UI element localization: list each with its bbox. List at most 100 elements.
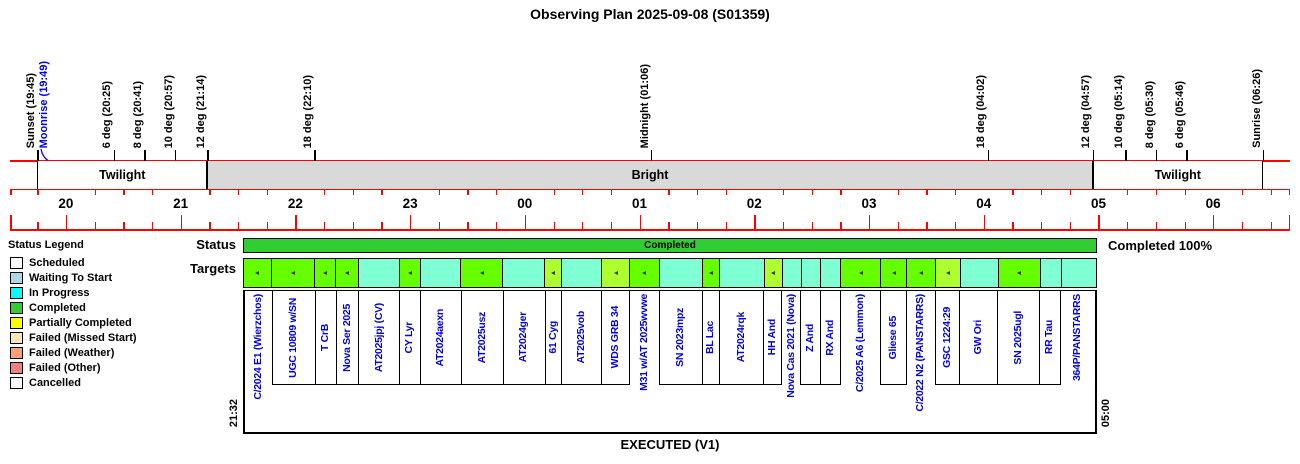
- targets-status-row: [243, 258, 1097, 288]
- target-marker-icon: [642, 271, 647, 275]
- quarter-tick: [381, 190, 383, 195]
- sky-marker-label: 10 deg (20:57): [162, 74, 175, 148]
- target-marker-icon: [613, 271, 618, 275]
- target-name: UGC 10809 w/SN: [286, 297, 299, 378]
- target-status-cell: [503, 259, 546, 287]
- target-names-box: C/2024 E1 (Wierzchos) UGC 10809 w/SN T CrB…: [243, 290, 1097, 434]
- target-name-column: HH And: [764, 291, 783, 385]
- target-name-column: RR Tau: [1040, 291, 1061, 385]
- legend-label: Waiting To Start: [29, 271, 113, 284]
- target-name: AT2024rqk: [734, 312, 747, 363]
- target-status-cell: [271, 259, 315, 287]
- sky-marker-label: 10 deg (05:14): [1112, 74, 1125, 148]
- target-name: C/2025 A6 (Lemmon): [853, 294, 866, 393]
- quarter-tick: [955, 222, 957, 229]
- sky-marker-label: 18 deg (04:02): [975, 74, 988, 148]
- legend-label: In Progress: [29, 286, 90, 299]
- target-name-column: 61 Cyg: [545, 291, 563, 385]
- legend-label: Failed (Missed Start): [29, 331, 137, 344]
- sky-marker: 10 deg (20:57): [161, 27, 177, 148]
- sky-marker-label: Moonrise (19:49): [37, 60, 50, 148]
- quarter-tick: [955, 190, 957, 195]
- target-status-cell: [335, 259, 359, 287]
- sky-marker: 18 deg (04:02): [974, 27, 990, 148]
- target-name: T CrB: [318, 323, 331, 352]
- moonrise-leader: [40, 148, 49, 162]
- band-label: Bright: [631, 167, 669, 182]
- target-status-cell: [602, 259, 630, 287]
- target-status-cell: [881, 259, 908, 287]
- legend-swatch: [10, 376, 23, 389]
- quarter-tick: [1184, 222, 1186, 229]
- sky-marker-tick: [37, 150, 39, 161]
- quarter-tick: [324, 222, 326, 229]
- target-status-cell: [461, 259, 504, 287]
- hour-label: 23: [402, 196, 418, 211]
- target-name: WDS GRB 34: [608, 306, 621, 369]
- target-marker-icon: [255, 271, 260, 275]
- legend-label: Completed: [29, 301, 86, 314]
- quarter-tick: [209, 222, 211, 229]
- quarter-tick: [1270, 190, 1272, 195]
- target-status-cell: [702, 259, 720, 287]
- quarter-tick: [811, 190, 813, 195]
- sky-marker: 6 deg (20:25): [100, 27, 116, 148]
- sky-marker-label: 8 deg (05:30): [1143, 80, 1156, 148]
- quarter-tick: [725, 190, 727, 195]
- target-name-column: C/2022 N2 (PANSTARRS): [907, 291, 936, 412]
- target-name: 364P/PANSTARRS: [1071, 294, 1084, 382]
- target-name: HH And: [766, 319, 779, 356]
- sky-marker-tick: [207, 150, 209, 161]
- quarter-tick: [37, 222, 39, 229]
- legend-label: Scheduled: [29, 256, 85, 269]
- quarter-tick: [1127, 222, 1129, 229]
- legend-swatch: [10, 346, 23, 359]
- quarter-tick: [1041, 222, 1043, 229]
- quarter-tick: [1127, 190, 1129, 195]
- quarter-tick: [496, 190, 498, 195]
- sky-marker: 10 deg (05:14): [1111, 27, 1127, 148]
- quarter-tick: [1184, 190, 1186, 195]
- sky-marker: Sunrise (06:26): [1249, 27, 1265, 148]
- hour-label: 05: [1090, 196, 1106, 211]
- target-name: AT2025jpj (CV): [372, 302, 385, 373]
- quarter-tick: [151, 190, 154, 195]
- legend-label: Failed (Weather): [29, 346, 115, 359]
- sky-marker-tick: [1186, 150, 1188, 161]
- target-marker-icon: [891, 271, 896, 275]
- quarter-tick: [1155, 222, 1158, 229]
- target-status-cell: [545, 259, 563, 287]
- sky-marker: 18 deg (22:10): [300, 27, 316, 148]
- legend-item: Failed (Weather): [8, 345, 137, 360]
- legend-swatch: [10, 361, 23, 374]
- legend-label: Cancelled: [29, 376, 81, 389]
- target-marker-icon: [322, 271, 327, 275]
- quarter-tick: [840, 190, 842, 195]
- target-name-column: SN 2025ugl: [998, 291, 1041, 385]
- completion-summary: Completed 100%: [1108, 238, 1213, 253]
- target-name-column: C/2024 E1 (Wierzchos): [245, 291, 273, 400]
- legend-item: Failed (Other): [8, 360, 137, 375]
- target-name-column: Nova Cas 2021 (Nova): [782, 291, 802, 398]
- quarter-tick: [582, 222, 584, 229]
- target-name-column: AT2025jpj (CV): [359, 291, 401, 385]
- bright-band: Bright: [207, 161, 1093, 189]
- hour-label: 00: [517, 196, 533, 211]
- hour-label: 06: [1205, 196, 1221, 211]
- legend-item: Cancelled: [8, 375, 137, 390]
- quarter-tick: [668, 190, 670, 195]
- legend-swatch: [10, 301, 23, 314]
- quarter-tick: [1241, 190, 1244, 195]
- status-bar-text: Completed: [644, 240, 696, 251]
- hour-tick: [1098, 215, 1100, 229]
- quarter-tick: [324, 190, 326, 195]
- target-status-cell: [562, 259, 603, 287]
- target-name-column: AT2024ger: [503, 291, 546, 385]
- sky-marker: 6 deg (05:46): [1172, 27, 1188, 148]
- target-name-column: RX And: [821, 291, 842, 385]
- twilight-band: Twilight: [37, 161, 208, 189]
- quarter-tick: [725, 222, 727, 229]
- quarter-tick: [696, 222, 699, 229]
- axis-end-tick: [10, 215, 12, 229]
- legend-item: Waiting To Start: [8, 270, 137, 285]
